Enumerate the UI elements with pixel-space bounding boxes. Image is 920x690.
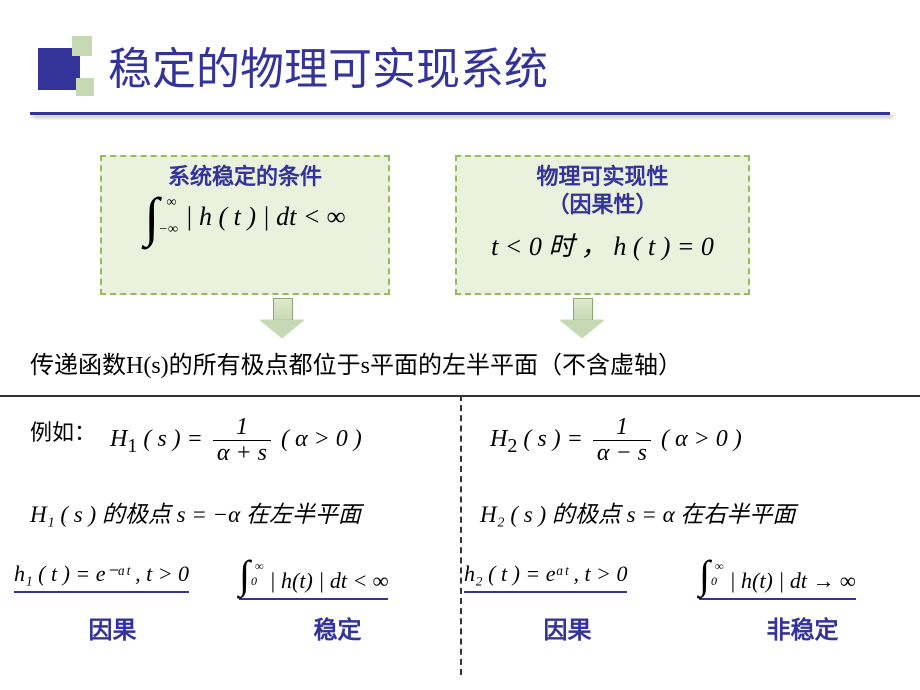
title-bullet-icon xyxy=(30,30,100,100)
pole-statement: 传递函数H(s)的所有极点都位于s平面的左半平面（不含虚轴） xyxy=(30,345,890,380)
stability-integral: ∫ ∞ −∞ | h ( t ) | dt < ∞ xyxy=(102,199,388,237)
title-underline xyxy=(30,112,890,115)
h2-time-domain: h₂ ( t ) = eᵅᵗ , t > 0 xyxy=(450,555,685,602)
h1-transfer-function: H1 ( s ) = 1 α + s ( α > 0 ) xyxy=(110,415,362,466)
bottom-formula-grid: h₁ ( t ) = e⁻ᵅᵗ , t > 0 ∫ ∞ 0 | h(t) | d… xyxy=(0,555,920,602)
label-causal-2: 因果 xyxy=(450,610,685,645)
h2-transfer-function: H2 ( s ) = 1 α − s ( α > 0 ) xyxy=(490,415,742,466)
h1-integral: ∫ ∞ 0 | h(t) | dt < ∞ xyxy=(225,555,450,602)
title-bar: 稳定的物理可实现系统 xyxy=(30,30,890,100)
h2-pole-statement: H₂ ( s ) 的极点 s = α 在右半平面 xyxy=(480,495,795,529)
slide-title: 稳定的物理可实现系统 xyxy=(108,33,548,97)
arrow-down-icon xyxy=(560,298,604,338)
example-label: 例如： xyxy=(30,415,96,447)
bottom-label-row: 因果 稳定 因果 非稳定 xyxy=(0,610,920,645)
causality-formula: t < 0 时 ， h ( t ) = 0 xyxy=(457,226,748,263)
arrow-down-icon xyxy=(260,298,304,338)
h2-integral: ∫ ∞ 0 | h(t) | dt → ∞ xyxy=(685,555,920,602)
h1-pole-statement: H₁ ( s ) 的极点 s = −α 在左半平面 xyxy=(30,495,361,529)
causality-box-title: 物理可实现性 （因果性） xyxy=(457,163,748,218)
h1-time-domain: h₁ ( t ) = e⁻ᵅᵗ , t > 0 xyxy=(0,555,225,602)
stability-condition-box: 系统稳定的条件 ∫ ∞ −∞ | h ( t ) | dt < ∞ xyxy=(100,155,390,295)
label-stable-1: 稳定 xyxy=(225,610,450,645)
causality-box: 物理可实现性 （因果性） t < 0 时 ， h ( t ) = 0 xyxy=(455,155,750,295)
label-stable-2: 非稳定 xyxy=(685,610,920,645)
label-causal-1: 因果 xyxy=(0,610,225,645)
